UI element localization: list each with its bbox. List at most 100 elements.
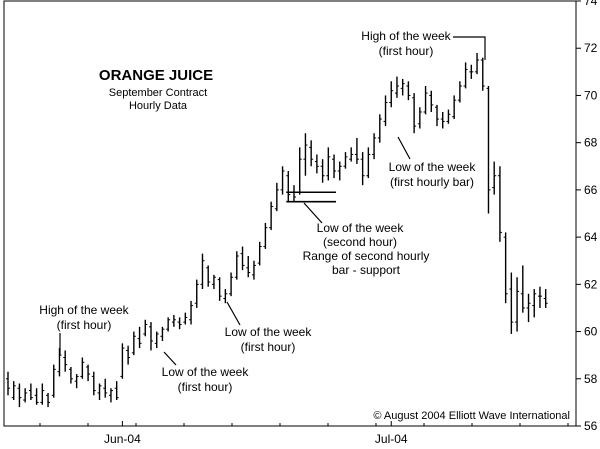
y-tick-label: 68	[584, 136, 598, 150]
y-tick-label: 60	[584, 325, 598, 339]
annotation-high-first-hour-line-1: High of the week	[39, 303, 129, 317]
ohlc-bar	[189, 300, 194, 325]
ohlc-bar	[360, 152, 365, 186]
leader-low-first-hour-a	[163, 351, 177, 366]
annotation-low-second-hour-line-1: Low of the week	[317, 221, 405, 235]
annotation-low-first-hour-a-line-2: (first hour)	[178, 380, 233, 394]
ohlc-bar	[28, 383, 33, 401]
y-tick-label: 58	[584, 372, 598, 386]
ohlc-bar	[406, 81, 411, 101]
ohlc-bar	[326, 147, 331, 181]
ohlc-bar	[80, 357, 85, 379]
ohlc-bar	[211, 274, 216, 290]
leader-low-first-hour-b	[226, 301, 241, 326]
ohlc-bar	[337, 161, 342, 181]
ohlc-bar	[475, 52, 480, 75]
ohlc-bar	[126, 345, 131, 365]
ohlc-bar	[297, 147, 302, 195]
ohlc-bar	[372, 133, 377, 160]
ohlc-bar	[229, 272, 234, 297]
ohlc-bar	[234, 251, 239, 280]
ohlc-bar	[63, 350, 68, 372]
annotation-support-range-line-1: Range of second hourly	[303, 249, 430, 263]
chart-title: ORANGE JUICE	[99, 67, 213, 84]
ohlc-bar	[23, 388, 28, 403]
y-tick-label: 56	[584, 419, 598, 433]
ohlc-bar	[377, 114, 382, 143]
ohlc-bar	[400, 78, 405, 96]
ohlc-bar	[440, 111, 445, 129]
copyright-notice: © August 2004 Elliott Wave International	[373, 410, 570, 422]
chart-subtitle-line-2: Hourly Data	[129, 100, 188, 112]
ohlc-bar	[97, 383, 102, 401]
ohlc-bar	[532, 289, 537, 318]
ohlc-bar	[486, 86, 491, 214]
annotation-high-first-hour-line-2: (first hour)	[57, 318, 112, 332]
ohlc-bar	[108, 388, 113, 403]
ohlc-bar	[463, 62, 468, 89]
ohlc-bar	[171, 315, 176, 327]
ohlc-bar	[423, 86, 428, 115]
ohlc-bar	[343, 152, 348, 169]
annotation-low-first-hour-b-line-2: (first hour)	[241, 340, 296, 354]
chart-subtitle-line-1: September Contract	[109, 87, 207, 99]
ohlc-bar	[223, 289, 228, 304]
annotation-support-range-line-2: bar - support	[332, 263, 401, 277]
ohlc-bar	[177, 317, 182, 330]
ohlc-bar	[366, 147, 371, 179]
y-tick-label: 74	[584, 0, 598, 8]
y-tick-label: 64	[584, 230, 598, 244]
ohlc-bar	[246, 256, 251, 278]
ohlc-bar	[537, 286, 542, 308]
annotation-low-first-hourly-bar-line-2: (first hourly bar)	[390, 175, 474, 189]
leader-high-first-hour-top	[453, 36, 486, 60]
ohlc-bar	[320, 159, 325, 183]
annotation-low-second-hour-line-2: (second hour)	[323, 235, 397, 249]
ohlc-bar	[137, 326, 142, 349]
annotation-low-first-hour-b-line-1: Low of the week	[225, 325, 313, 339]
x-axis: Jun-04 Jul-04	[39, 421, 569, 446]
ohlc-bar	[383, 95, 388, 127]
ohlc-bar	[509, 272, 514, 334]
ohlc-bar	[286, 171, 291, 202]
ohlc-bar	[452, 95, 457, 120]
ohlc-bar	[251, 260, 256, 280]
annotation-high-first-hour-top-line-2: (first hour)	[379, 44, 434, 58]
ohlc-bar	[194, 279, 199, 308]
support-lines	[286, 191, 337, 203]
ohlc-bar	[46, 392, 51, 408]
ohlc-bar	[166, 317, 171, 332]
ohlc-bar	[86, 364, 91, 382]
ohlc-bar	[40, 383, 45, 405]
ohlc-bar	[515, 277, 520, 332]
ohlc-bar	[143, 319, 148, 337]
ohlc-bar	[120, 343, 125, 379]
plot-frame	[3, 0, 577, 427]
ohlc-bar	[114, 381, 119, 401]
ohlc-bar	[74, 374, 79, 389]
y-tick-label: 72	[584, 41, 598, 55]
ohlc-bar	[309, 140, 314, 167]
ohlc-bar	[497, 166, 502, 242]
ohlc-bar	[149, 322, 153, 351]
ohlc-bar	[435, 104, 439, 127]
x-tick-label: Jun-04	[104, 432, 141, 446]
ohlc-bar	[217, 277, 222, 301]
x-tick-label: Jul-04	[375, 432, 408, 446]
ohlc-bar	[469, 64, 474, 79]
ohlc-bar	[206, 265, 211, 287]
y-axis: 56 58 60 62 64 66 68 70 72 74	[576, 0, 598, 433]
ohlc-bar	[503, 232, 508, 304]
ohlc-bar	[103, 378, 108, 398]
leader-low-first-hourly-bar	[397, 136, 411, 160]
ohlc-bar	[160, 326, 165, 341]
ohlc-bar	[492, 161, 497, 195]
ohlc-bar	[526, 293, 531, 323]
ohlc-bar	[34, 388, 39, 405]
ohlc-bar	[349, 147, 354, 162]
ohlc-bar	[280, 166, 285, 195]
ohlc-bar	[257, 241, 262, 266]
ohlc-bar	[446, 109, 451, 124]
ohlc-bar	[6, 371, 10, 396]
